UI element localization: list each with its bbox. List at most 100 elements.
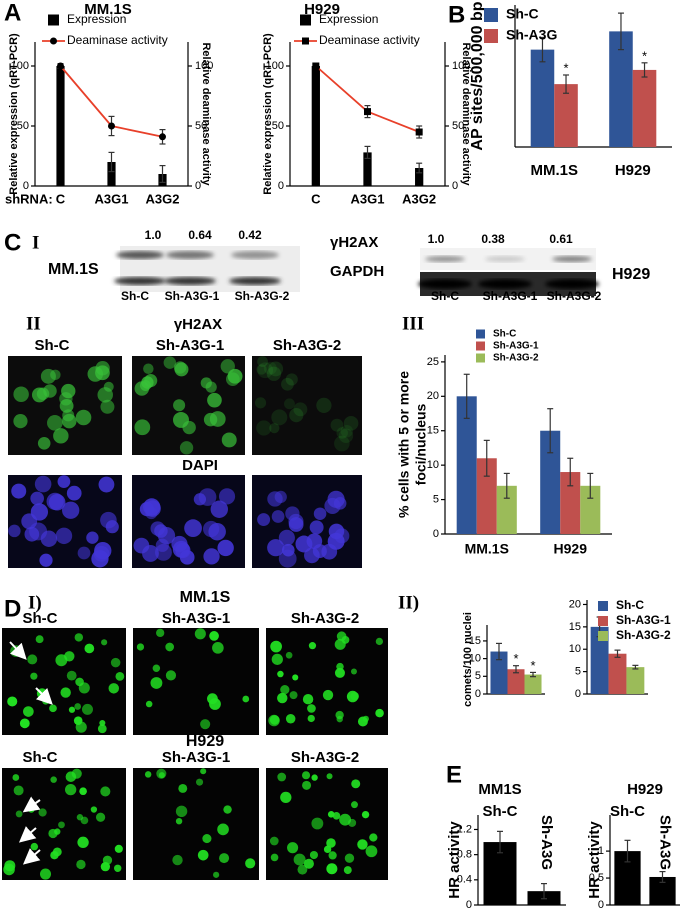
cell: [375, 708, 384, 718]
cell: [308, 642, 317, 650]
cell: [73, 716, 83, 725]
x-tick-label: MM.1S: [465, 541, 509, 557]
blot-band: [425, 256, 465, 262]
cell: [30, 491, 44, 506]
legend-marker: [302, 37, 309, 45]
cell: [322, 689, 334, 701]
cell: [77, 836, 89, 848]
legend-swatch: [476, 341, 485, 351]
cell: [209, 631, 219, 641]
legend-swatch: [48, 14, 59, 26]
y-tick-label: 25: [427, 356, 439, 368]
y-tick-label: 0.8: [457, 849, 472, 861]
image-column: Sh-C: [23, 749, 58, 766]
cell: [21, 513, 38, 530]
image-column: Sh-A3G-1: [162, 749, 230, 766]
cell: [7, 696, 18, 707]
legend-label: Expression: [67, 12, 126, 26]
image-column: Sh-A3G-1: [162, 610, 230, 627]
cell: [158, 772, 165, 779]
y-tick-label: 50: [272, 120, 284, 132]
cell: [334, 638, 346, 650]
cell: [55, 527, 73, 545]
category-label: Sh-C: [610, 803, 645, 820]
legend-label: Deaminase activity: [67, 33, 168, 47]
blot-band: [166, 251, 214, 259]
cell: [321, 543, 338, 560]
legend-label: Sh-C: [493, 329, 516, 340]
blot-band: [485, 256, 525, 262]
cell: [38, 808, 47, 817]
y-tick-label: 10: [469, 653, 481, 665]
cell: [217, 823, 229, 836]
cell: [108, 683, 119, 694]
x-tick-label: A3G2: [402, 191, 436, 206]
cell: [307, 704, 316, 713]
cell: [333, 497, 347, 510]
cell: [209, 698, 221, 710]
cell: [155, 543, 172, 561]
category-label: Sh-A3G: [538, 815, 555, 870]
cell: [58, 821, 65, 829]
cell: [339, 813, 352, 826]
cell: [242, 695, 250, 703]
cell: [271, 653, 283, 665]
cell: [343, 416, 359, 431]
y-tick-label: 100: [11, 60, 29, 72]
cell: [184, 519, 202, 538]
y-tick-label: 0: [23, 180, 29, 192]
cell: [293, 853, 306, 866]
cell: [30, 672, 38, 680]
cell: [141, 376, 154, 389]
cell: [293, 402, 308, 417]
cell: [143, 363, 154, 374]
cell: [257, 513, 271, 527]
y-tick-label: 5: [475, 670, 481, 682]
cell: [309, 850, 319, 860]
cell: [344, 853, 355, 863]
sub-label: III: [402, 313, 424, 334]
blot-band: [418, 279, 472, 289]
x-tick-label: C: [311, 191, 321, 206]
cell: [203, 520, 220, 538]
cell: [297, 864, 308, 875]
legend-label: Deaminase activity: [319, 33, 420, 47]
panel-label: A: [4, 0, 21, 26]
bar: [580, 485, 601, 534]
blot-band: [231, 251, 279, 259]
x-tick-label: A3G2: [146, 191, 180, 206]
cell: [277, 692, 288, 704]
cell: [330, 418, 344, 432]
cell: [154, 524, 168, 538]
y-axis-label: HR activity: [446, 821, 463, 899]
cell: [336, 631, 347, 641]
y2-tick-label: 50: [195, 120, 207, 132]
cell: [326, 773, 333, 780]
cell: [15, 810, 23, 818]
blot-band: [164, 277, 216, 285]
blot-band: [116, 251, 164, 259]
cell: [173, 399, 186, 412]
cell: [13, 386, 29, 402]
y-axis-label: Relative expression (qRT-PCR): [8, 33, 20, 195]
cell: [313, 507, 327, 521]
y-tick-label: 0.4: [457, 874, 472, 886]
panel-label: E: [446, 761, 462, 788]
cell: [221, 432, 237, 448]
image-column: Sh-A3G-1: [156, 337, 224, 354]
cell: [219, 853, 230, 864]
cell: [81, 703, 93, 715]
annotation: *: [530, 658, 535, 673]
cell: [375, 637, 384, 646]
bar: [415, 168, 424, 186]
x-tick-label: H929: [554, 541, 588, 557]
cell: [303, 858, 314, 869]
legend-swatch: [598, 616, 608, 626]
y-tick-label: 0: [598, 899, 604, 911]
cell: [100, 786, 111, 797]
cell: [257, 356, 268, 367]
cell: [65, 771, 77, 782]
marker: [108, 122, 115, 130]
cell: [207, 392, 222, 408]
cell: [350, 691, 360, 701]
